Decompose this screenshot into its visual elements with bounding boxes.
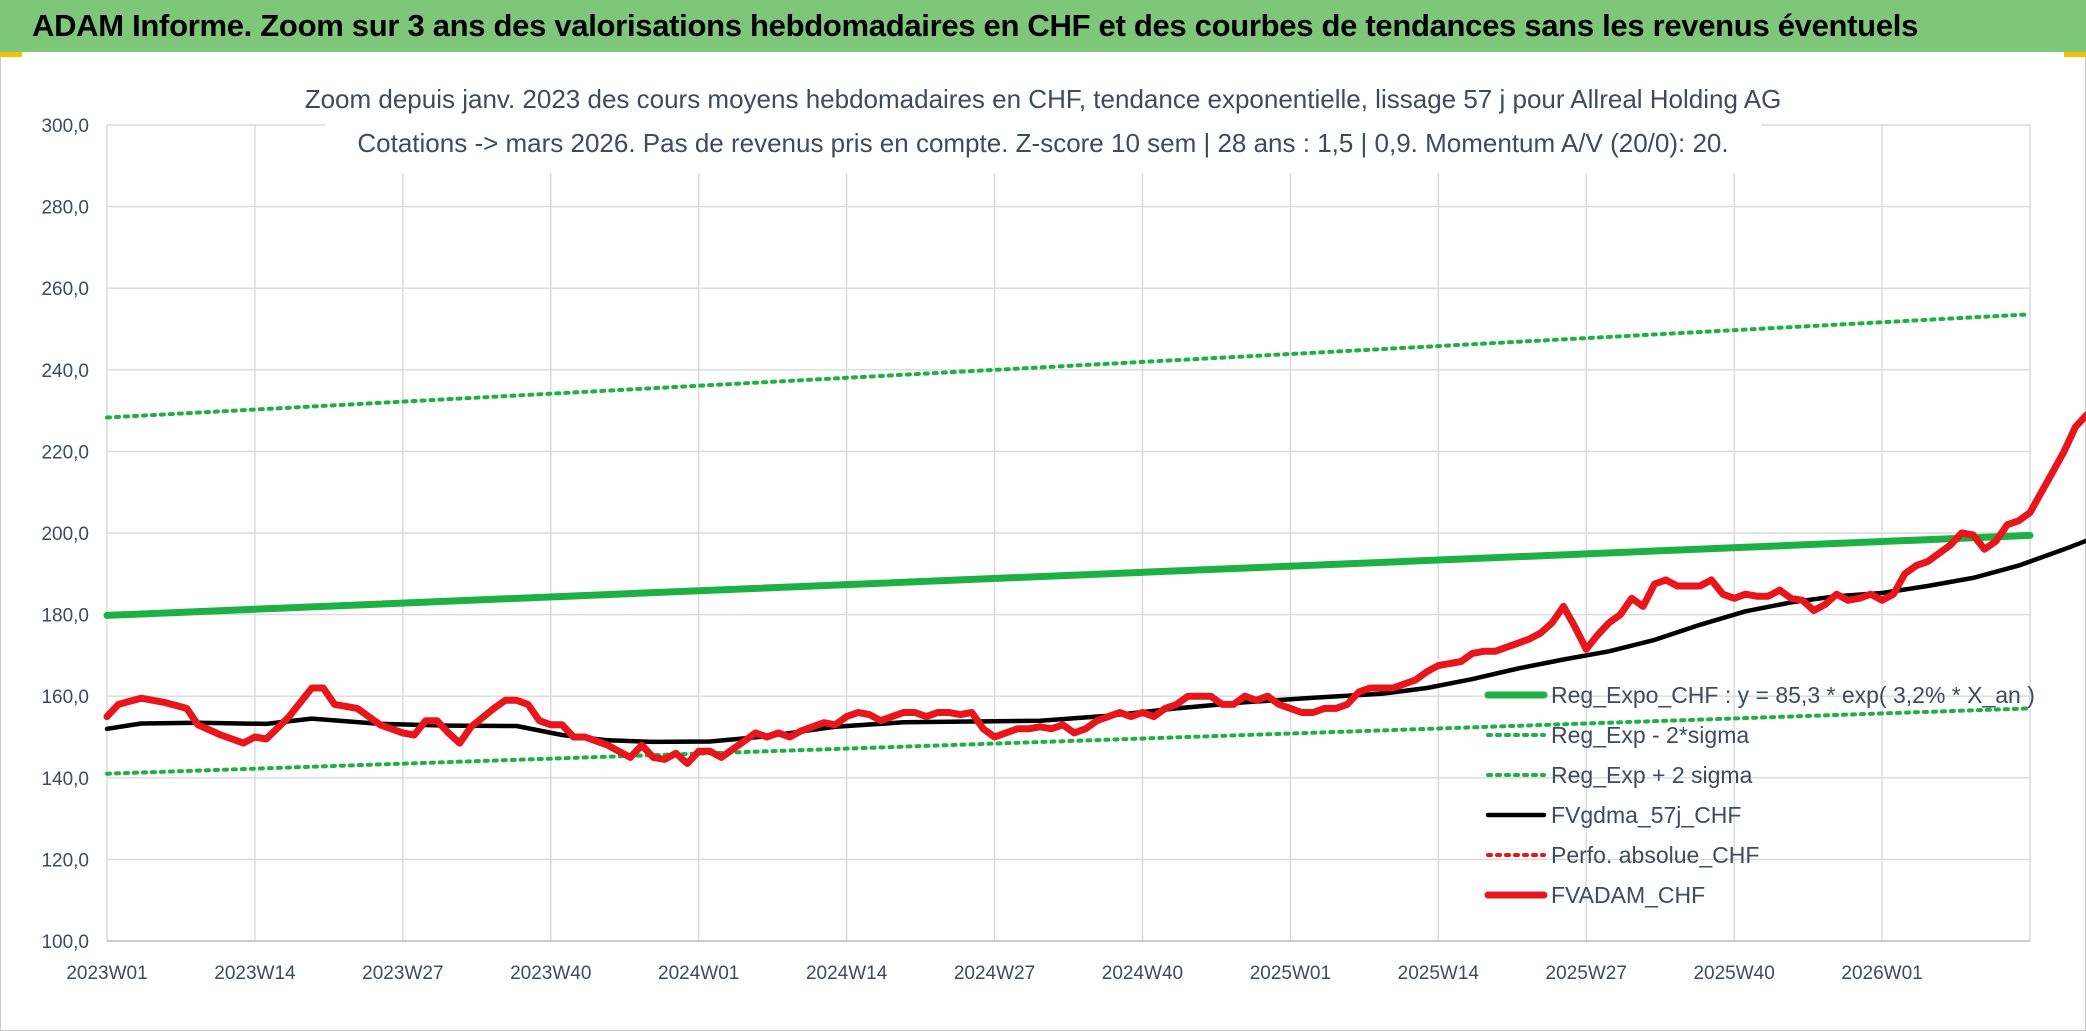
title-backdrop: [325, 78, 1761, 173]
legend-label: FVADAM_CHF: [1551, 882, 1705, 908]
y-tick-label: 140,0: [41, 769, 89, 790]
x-tick-label: 2024W27: [954, 963, 1035, 984]
x-tick-label: 2024W01: [658, 963, 739, 984]
header-accent-right: [2064, 52, 2086, 57]
x-tick-label: 2025W27: [1546, 963, 1627, 984]
series-line-5: [103, 411, 2086, 767]
legend-label: Reg_Expo_CHF : y = 85,3 * exp( 3,2% * X_…: [1551, 682, 2035, 708]
report-title: ADAM Informe. Zoom sur 3 ans des valoris…: [32, 8, 1919, 43]
y-tick-label: 100,0: [41, 932, 89, 953]
series-line-1: [105, 706, 2032, 776]
y-tick-label: 280,0: [41, 198, 89, 219]
y-tick-label: 180,0: [41, 606, 89, 627]
y-tick-label: 240,0: [41, 361, 89, 382]
header-accent-left: [0, 52, 22, 57]
x-tick-label: 2023W27: [362, 963, 443, 984]
y-tick-label: 300,0: [41, 116, 89, 137]
x-tick-label: 2023W01: [66, 963, 147, 984]
x-tick-label: 2023W14: [214, 963, 296, 984]
y-tick-label: 260,0: [41, 279, 89, 300]
x-tick-label: 2024W14: [806, 963, 888, 984]
x-tick-label: 2025W14: [1398, 963, 1480, 984]
y-tick-label: 200,0: [41, 524, 89, 545]
y-tick-label: 220,0: [41, 442, 89, 463]
chart-title: Zoom depuis janv. 2023 des cours moyens …: [304, 84, 1782, 114]
series-line-2: [105, 312, 2032, 420]
legend-label: FVgdma_57j_CHF: [1551, 802, 1741, 828]
legend-label: Reg_Exp + 2 sigma: [1551, 762, 1753, 788]
x-tick-label: 2025W01: [1250, 963, 1331, 984]
y-tick-label: 160,0: [41, 687, 89, 708]
x-tick-label: 2024W40: [1102, 963, 1183, 984]
x-tick-label: 2023W40: [510, 963, 591, 984]
x-tick-label: 2026W01: [1841, 963, 1922, 984]
series-line-3: [104, 538, 2086, 745]
y-tick-label: 120,0: [41, 850, 89, 871]
series-line-0: [103, 531, 2034, 619]
legend-label: Reg_Exp - 2*sigma: [1551, 722, 1749, 748]
x-tick-label: 2025W40: [1693, 963, 1774, 984]
chart-subtitle: Cotations -> mars 2026. Pas de revenus p…: [357, 128, 1729, 158]
legend-label: Perfo. absolue_CHF: [1551, 842, 1759, 868]
header-bar: [0, 0, 2086, 52]
